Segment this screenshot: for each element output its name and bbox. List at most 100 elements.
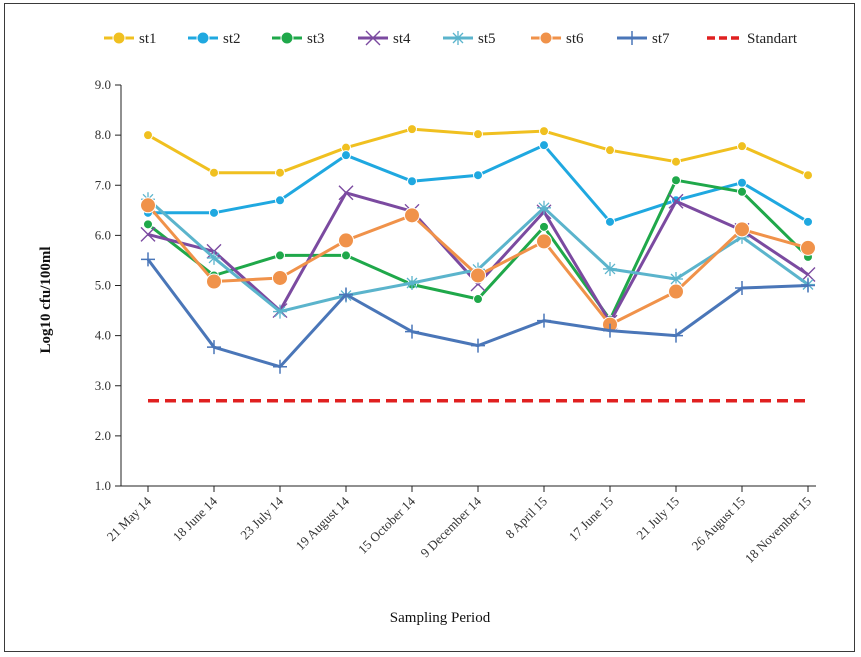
data-point: [275, 195, 285, 206]
legend-label: st6: [566, 31, 584, 47]
legend-item-st2: st2: [188, 31, 241, 47]
data-point: [800, 266, 816, 282]
y-tick-label: 6.0: [95, 227, 111, 242]
data-point: [207, 340, 221, 355]
data-point: [803, 216, 813, 227]
legend-item-st3: st3: [272, 31, 325, 47]
data-point: [473, 129, 483, 140]
series-st2: [143, 140, 813, 227]
data-point: [671, 175, 681, 186]
x-tick-label: 21 May 14: [104, 493, 155, 544]
data-point: [209, 167, 219, 178]
legend-item-st7: st7: [617, 31, 670, 47]
data-point: [275, 167, 285, 178]
legend-item-st6: st6: [531, 31, 584, 47]
data-point: [735, 281, 749, 296]
data-point: [273, 304, 287, 319]
x-axis-title: Sampling Period: [390, 610, 491, 626]
data-point: [143, 219, 153, 230]
data-point: [537, 200, 551, 215]
data-point: [275, 250, 285, 261]
data-point: [537, 313, 551, 328]
data-point: [605, 216, 615, 227]
data-point: [669, 271, 683, 286]
data-point: [273, 359, 287, 374]
data-point: [339, 287, 353, 302]
data-point: [668, 193, 684, 209]
legend-marker: [280, 31, 294, 45]
data-point: [800, 239, 816, 256]
legend-label: st1: [139, 31, 157, 47]
data-point: [405, 324, 419, 339]
data-point: [341, 250, 351, 261]
data-point: [737, 141, 747, 152]
data-point: [209, 207, 219, 218]
legend-item-st5: st5: [443, 31, 496, 47]
x-tick-label: 18 June 14: [170, 493, 221, 544]
legend-label: st5: [478, 31, 496, 47]
legend-label: st7: [652, 31, 670, 47]
series-group: [140, 124, 816, 403]
data-point: [734, 221, 750, 238]
legend-item-standart: Standart: [707, 31, 798, 47]
series-st7: [141, 252, 815, 374]
legend-item-st4: st4: [358, 30, 411, 47]
legend-item-st1: st1: [104, 31, 157, 47]
y-tick-label: 1.0: [95, 478, 111, 493]
data-point: [341, 150, 351, 161]
data-point: [338, 232, 354, 249]
x-tick-label: 15 October 14: [355, 493, 419, 557]
data-point: [539, 140, 549, 151]
x-tick-label: 8 April 15: [502, 494, 550, 542]
legend-marker: [112, 31, 126, 45]
data-point: [539, 221, 549, 232]
legend-marker: [539, 31, 553, 45]
y-tick-label: 7.0: [95, 177, 111, 192]
y-tick-label: 8.0: [95, 127, 111, 142]
y-tick-label: 3.0: [95, 378, 111, 393]
legend-marker: [365, 30, 381, 46]
data-point: [603, 261, 617, 276]
data-point: [536, 233, 552, 250]
x-tick-label: 21 July 15: [633, 494, 682, 543]
x-tick-label: 26 August 15: [688, 494, 748, 554]
series-st3: [143, 175, 813, 325]
legend-label: Standart: [747, 31, 798, 47]
data-point: [605, 145, 615, 156]
y-tick-label: 2.0: [95, 428, 111, 443]
data-point: [470, 267, 486, 284]
legend: st1 st2 st3 st4 st5 st6 st7 Standart: [104, 30, 798, 47]
data-point: [143, 130, 153, 141]
series-st6: [140, 197, 816, 333]
y-tick-label: 9.0: [95, 77, 111, 92]
data-point: [407, 176, 417, 187]
series-line: [148, 143, 809, 224]
data-point: [539, 126, 549, 137]
data-point: [272, 269, 288, 286]
data-point: [803, 170, 813, 181]
data-point: [206, 273, 222, 290]
legend-marker: [451, 31, 465, 45]
x-axis: 21 May 14 18 June 14 23 July 14 19 August 1…: [104, 485, 816, 566]
legend-label: st2: [223, 31, 241, 47]
data-point: [140, 226, 156, 242]
data-point: [141, 252, 155, 267]
chart-frame: [4, 3, 855, 652]
data-point: [801, 278, 815, 293]
legend-marker: [625, 31, 639, 45]
data-point: [671, 156, 681, 167]
y-tick-label: 5.0: [95, 278, 111, 293]
data-point: [404, 207, 420, 224]
x-tick-label: 9 December 14: [417, 493, 484, 560]
series-st1: [143, 124, 813, 181]
y-axis: 1.0 2.0 3.0 4.0 5.0 6.0 7.0 8.0 9.0: [95, 77, 122, 493]
y-tick-label: 4.0: [95, 328, 111, 343]
data-point: [338, 185, 354, 201]
legend-label: st3: [307, 31, 325, 47]
data-point: [737, 177, 747, 188]
legend-label: st4: [393, 31, 411, 47]
data-point: [407, 124, 417, 135]
data-point: [668, 283, 684, 300]
data-point: [471, 338, 485, 353]
data-point: [405, 275, 419, 290]
